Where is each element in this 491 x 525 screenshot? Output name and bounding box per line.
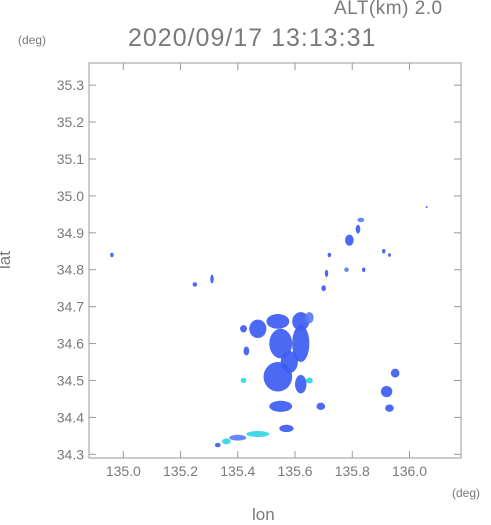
echo-cell — [246, 431, 270, 437]
y-tick-label: 34.4 — [57, 409, 84, 425]
echo-cell — [240, 377, 247, 384]
echo-cell — [321, 285, 326, 292]
echo-cell — [263, 362, 293, 392]
echo-cell — [355, 224, 361, 234]
echo-cell — [344, 267, 349, 272]
echo-cell — [110, 252, 114, 258]
y-tick-label: 35.3 — [57, 77, 84, 93]
echo-cell — [240, 325, 247, 333]
echo-cell — [380, 386, 393, 398]
x-axis-label: lon — [252, 505, 275, 524]
echo-cell — [243, 346, 250, 356]
echo-cell — [249, 319, 267, 339]
echo-cell — [305, 312, 314, 324]
echo-cell — [357, 217, 365, 223]
y-axis-unit: (deg) — [18, 33, 47, 47]
echo-cell — [229, 434, 247, 441]
x-tick-label: 135.8 — [335, 463, 370, 479]
y-tick-label: 35.1 — [57, 151, 84, 167]
echo-cell — [269, 328, 293, 359]
echo-cell — [295, 374, 307, 394]
altitude-label: ALT(km) 2.0 — [334, 0, 443, 19]
y-tick-label: 34.6 — [57, 336, 84, 352]
echo-cell — [327, 252, 332, 258]
y-tick-label: 34.7 — [57, 299, 84, 315]
echo-cell — [388, 253, 391, 257]
y-tick-label: 34.9 — [57, 225, 84, 241]
echo-cell — [292, 325, 310, 363]
echo-cell — [222, 438, 231, 445]
echo-cell — [214, 442, 221, 448]
x-tick-label: 135.0 — [106, 463, 141, 479]
y-tick-label: 35.0 — [57, 188, 84, 204]
x-tick-label: 135.4 — [220, 463, 255, 479]
echo-cell — [390, 368, 400, 378]
echo-cell — [316, 402, 326, 411]
echo-cell — [345, 234, 354, 246]
echo-cell — [385, 404, 394, 412]
echo-cell — [305, 377, 313, 384]
x-tick-label: 135.6 — [278, 463, 313, 479]
y-tick-label: 35.2 — [57, 114, 84, 130]
echo-cell — [324, 269, 329, 278]
echo-cell — [192, 282, 198, 287]
x-tick-label: 136.0 — [392, 463, 427, 479]
echo-cell — [269, 400, 293, 412]
echo-cell — [382, 249, 386, 254]
x-tick-label: 135.2 — [163, 463, 198, 479]
x-axis-unit: (deg) — [452, 486, 481, 500]
y-tick-label: 34.3 — [57, 446, 84, 462]
echo-cell — [266, 314, 290, 329]
echo-cell — [292, 312, 310, 331]
timestamp-title: 2020/09/17 13:13:31 — [128, 24, 377, 52]
plot-frame — [88, 62, 462, 459]
echo-cell — [425, 205, 428, 208]
echo-cell — [361, 267, 366, 272]
y-tick-label: 34.5 — [57, 372, 84, 388]
echo-cell — [279, 424, 294, 433]
echo-cell — [210, 274, 214, 284]
y-tick-label: 34.8 — [57, 262, 84, 278]
